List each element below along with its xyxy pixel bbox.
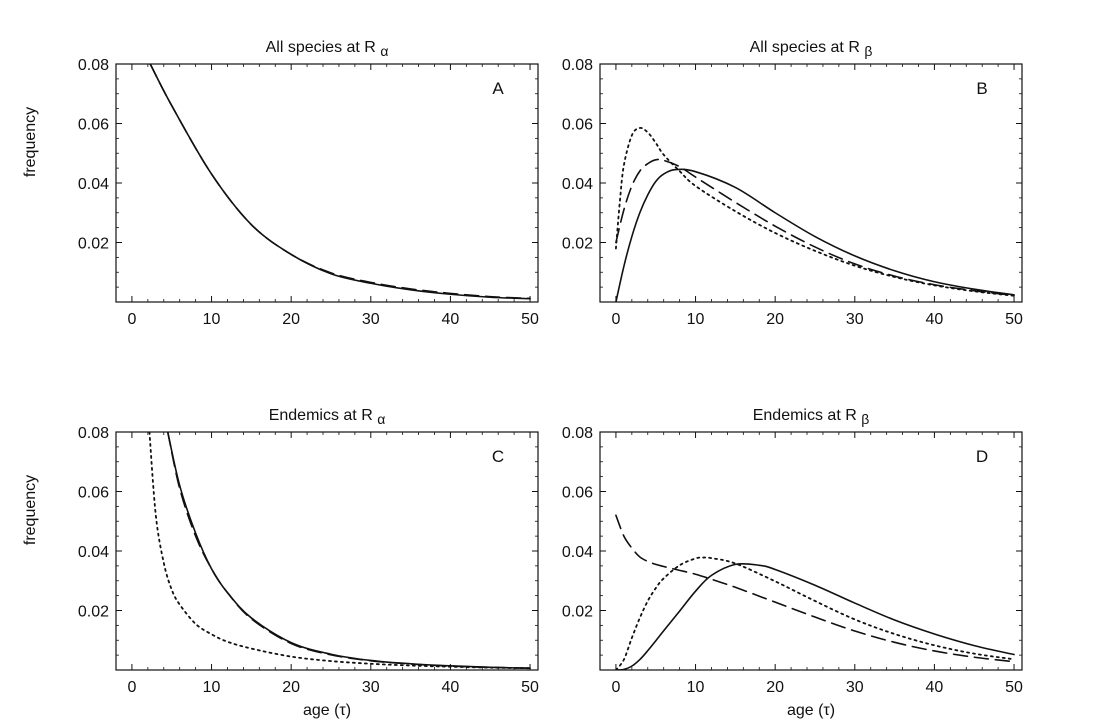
- panel-title-subscript: α: [380, 43, 388, 59]
- panel-b: 0 10 20 30 40 50 0.02 0.04 0.06 0.08 All species a…: [562, 39, 1023, 328]
- series-line-dashed: [615, 514, 1015, 663]
- y-tick-label: 0.06: [562, 485, 593, 502]
- series-line-solid: [166, 432, 531, 670]
- ylabel-top: frequency: [22, 107, 39, 177]
- series-line-dotted: [615, 556, 1015, 670]
- panel-letter: B: [976, 79, 987, 98]
- series-line-solid: [149, 64, 531, 300]
- y-tick-label: 0.04: [562, 176, 593, 193]
- series-line-dotted: [615, 127, 1015, 297]
- y-tick-label: 0.02: [78, 604, 109, 621]
- y-tick-label: 0.06: [78, 117, 109, 134]
- panel-title-main: Endemics at R: [269, 407, 377, 424]
- ylabel-bottom: frequency: [22, 475, 39, 545]
- panel-title-subscript: α: [377, 411, 385, 427]
- x-tick-label: 50: [521, 679, 539, 696]
- y-tick-label: 0.06: [78, 485, 109, 502]
- x-tick-label: 0: [611, 311, 620, 328]
- x-tick-label: 0: [127, 311, 136, 328]
- x-tick-label: 20: [282, 679, 300, 696]
- series-group: [615, 127, 1015, 302]
- x-tick-label: 50: [1005, 679, 1023, 696]
- xlabel-left: age (τ): [303, 702, 351, 719]
- panel-title-main: Endemics at R: [753, 407, 861, 424]
- panel-title: All species at R α: [266, 39, 389, 59]
- x-tick-label: 10: [687, 311, 705, 328]
- y-tick-label: 0.02: [78, 236, 109, 253]
- x-tick-label: 30: [846, 679, 864, 696]
- panel-title-subscript: β: [864, 43, 872, 59]
- x-tick-label: 10: [203, 311, 221, 328]
- y-tick-label: 0.08: [78, 57, 109, 74]
- plot-frame: [599, 431, 1023, 671]
- x-tick-label: 40: [926, 679, 944, 696]
- x-tick-label: 30: [846, 311, 864, 328]
- x-tick-label: 10: [203, 679, 221, 696]
- y-tick-label: 0.04: [78, 176, 109, 193]
- y-tick-label: 0.04: [562, 544, 593, 561]
- panel-letter: D: [976, 447, 988, 466]
- xlabel-right: age (τ): [787, 702, 835, 719]
- series-line-dotted: [148, 432, 531, 670]
- y-tick-label: 0.08: [562, 425, 593, 442]
- series-line-solid: [615, 168, 1015, 302]
- y-tick-label: 0.04: [78, 544, 109, 561]
- x-tick-label: 40: [926, 311, 944, 328]
- panel-d: 0 10 20 30 40 50 0.02 0.04 0.06 0.08 Endemics at R…: [562, 407, 1023, 696]
- panel-title-main: All species at R: [750, 39, 865, 56]
- panel-title: Endemics at R α: [269, 407, 386, 427]
- x-tick-label: 20: [282, 311, 300, 328]
- x-tick-label: 50: [521, 311, 539, 328]
- x-tick-label: 30: [362, 679, 380, 696]
- x-tick-label: 30: [362, 311, 380, 328]
- series-line-dashed: [166, 432, 531, 670]
- y-tick-label: 0.02: [562, 236, 593, 253]
- panel-c: 0 10 20 30 40 50 0.02 0.04 0.06 0.08 Endemics at R…: [78, 407, 539, 696]
- x-tick-label: 40: [442, 679, 460, 696]
- plot-frame: [115, 431, 539, 671]
- panel-title: All species at R β: [750, 39, 873, 59]
- x-tick-label: 50: [1005, 311, 1023, 328]
- x-tick-label: 40: [442, 311, 460, 328]
- y-tick-label: 0.06: [562, 117, 593, 134]
- x-tick-label: 20: [766, 679, 784, 696]
- series-line-dashed: [615, 158, 1015, 297]
- plot-frame: [599, 63, 1023, 303]
- y-tick-label: 0.02: [562, 604, 593, 621]
- series-line-dashed: [149, 64, 531, 300]
- series-group: [615, 514, 1015, 670]
- panel-letter: C: [492, 447, 504, 466]
- plot-frame: [115, 63, 539, 303]
- panel-title-main: All species at R: [266, 39, 381, 56]
- series-group: [148, 432, 531, 670]
- x-tick-label: 0: [611, 679, 620, 696]
- panel-title-subscript: β: [861, 411, 869, 427]
- series-line-solid: [615, 562, 1015, 670]
- y-tick-label: 0.08: [562, 57, 593, 74]
- series-group: [149, 64, 531, 300]
- y-tick-label: 0.08: [78, 425, 109, 442]
- x-tick-label: 20: [766, 311, 784, 328]
- x-tick-label: 0: [127, 679, 136, 696]
- panel-title: Endemics at R β: [753, 407, 870, 427]
- panel-letter: A: [492, 79, 504, 98]
- panel-a: 0 10 20 30 40 50 0.02 0.04 0.06 0.08 All species a…: [78, 39, 539, 328]
- panels: 0 10 20 30 40 50 0.02 0.04 0.06 0.08 All species a…: [78, 39, 1023, 696]
- x-tick-label: 10: [687, 679, 705, 696]
